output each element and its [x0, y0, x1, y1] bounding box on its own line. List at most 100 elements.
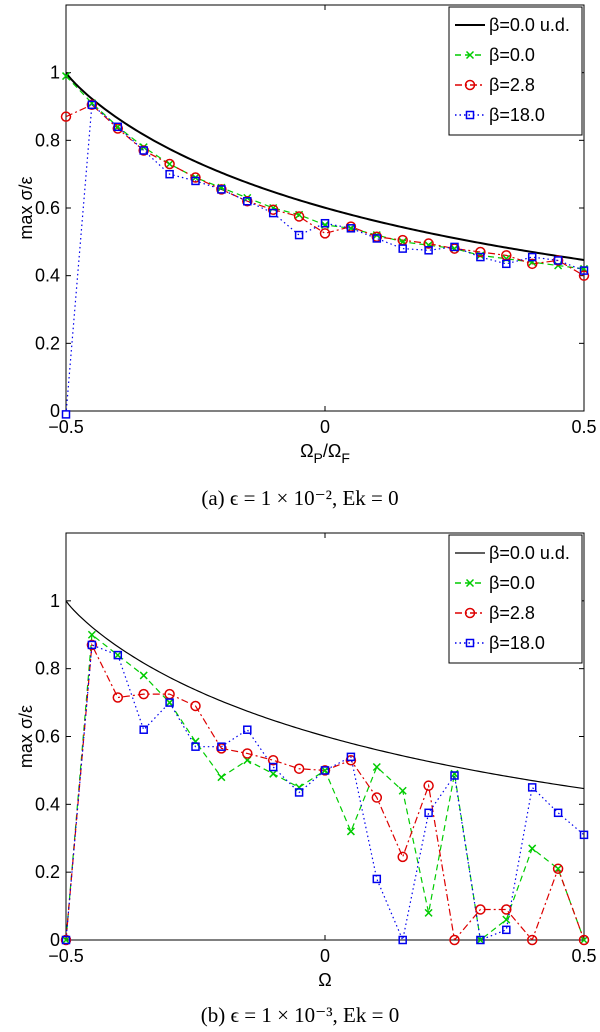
legend: [448, 6, 583, 136]
data-point: [553, 256, 563, 265]
y-tick-label: 0.8: [35, 659, 60, 679]
data-point: [293, 763, 305, 774]
y-tick-label: 1: [50, 591, 60, 611]
y-tick-label: 0.2: [35, 333, 60, 353]
data-point: [243, 196, 252, 206]
y-tick-label: 1: [50, 63, 60, 83]
data-point: [268, 208, 278, 218]
x-tick-label: −0.5: [48, 417, 84, 437]
y-tick-label: 0.8: [35, 130, 60, 150]
caption-b: (b) ϵ = 1 × 10⁻³, Ek = 0: [201, 1003, 399, 1027]
legend-label: β=18.0: [489, 105, 545, 125]
data-point: [61, 410, 71, 419]
data-point: [346, 752, 356, 762]
data-point: [113, 651, 122, 660]
legend-marker: [465, 578, 475, 588]
y-tick-label: 0.4: [35, 266, 60, 286]
data-point: [86, 639, 98, 651]
data-point: [502, 925, 511, 935]
data-point: [502, 259, 511, 269]
data-point: [527, 783, 537, 792]
data-point: [86, 99, 98, 111]
data-point: [165, 169, 174, 179]
data-point: [552, 255, 564, 266]
data-point: [190, 700, 201, 712]
x-tick-label: 0.5: [571, 417, 596, 437]
data-point: [242, 748, 253, 759]
legend-label: β=0.0: [489, 573, 535, 593]
data-point: [398, 786, 407, 795]
data-point: [165, 698, 174, 707]
data-point: [553, 808, 563, 818]
data-point: [346, 224, 356, 233]
data-point: [424, 908, 433, 917]
data-point: [476, 935, 485, 945]
data-point: [579, 266, 589, 275]
data-point: [164, 158, 175, 170]
data-point: [217, 742, 226, 751]
data-point: [165, 159, 174, 169]
y-axis-label: max σ/ε: [16, 705, 36, 768]
data-point: [579, 830, 589, 840]
y-tick-label: 0.6: [35, 198, 60, 218]
data-point: [476, 252, 485, 262]
data-point: [319, 228, 331, 239]
legend-label: β=0.0 u.d.: [489, 15, 570, 35]
data-point: [423, 780, 434, 791]
legend: [448, 534, 583, 664]
data-point: [579, 935, 589, 945]
data-point: [87, 630, 96, 639]
data-point: [552, 863, 564, 875]
legend-label: β=0.0: [489, 45, 535, 65]
data-point: [165, 698, 174, 707]
legend-label: β=2.8: [489, 603, 535, 623]
data-point: [113, 650, 123, 660]
data-point: [112, 692, 124, 703]
data-point: [476, 935, 485, 945]
data-point: [293, 211, 305, 222]
series-line-2: [66, 104, 584, 277]
legend-marker: [465, 110, 475, 120]
data-point: [217, 773, 226, 782]
data-point: [139, 671, 148, 680]
data-point: [217, 185, 226, 194]
y-tick-label: 0: [50, 930, 60, 950]
data-point: [267, 204, 279, 215]
data-point: [578, 934, 590, 946]
data-point: [319, 765, 331, 776]
data-point: [501, 904, 512, 915]
y-tick-label: 0: [50, 401, 60, 421]
data-point: [61, 935, 71, 945]
series-line-theory: [66, 600, 584, 790]
data-point: [216, 184, 227, 195]
legend-marker: [464, 607, 476, 619]
x-tick-label: −0.5: [48, 946, 84, 966]
legend-marker: [465, 50, 475, 60]
legend-marker: [464, 79, 476, 91]
series-line-theory: [66, 72, 584, 261]
data-point: [450, 771, 459, 780]
data-point: [138, 688, 149, 700]
data-point: [372, 234, 382, 243]
data-point: [502, 254, 511, 263]
y-axis-label: max σ/ε: [16, 176, 36, 239]
legend-marker: [465, 638, 475, 648]
data-point: [475, 904, 486, 915]
data-point: [320, 218, 330, 228]
data-point: [191, 742, 200, 751]
data-point: [528, 844, 537, 853]
data-point: [269, 769, 278, 778]
legend-label: β=2.8: [489, 75, 535, 95]
x-tick-label: 0.5: [571, 946, 596, 966]
data-point: [190, 172, 201, 183]
data-point: [268, 762, 278, 772]
data-point: [372, 874, 382, 884]
data-point: [346, 827, 355, 836]
legend-label: β=18.0: [489, 633, 545, 653]
data-point: [371, 792, 383, 803]
data-point: [320, 766, 330, 775]
data-point: [113, 122, 123, 132]
data-point: [87, 100, 97, 110]
data-point: [61, 72, 71, 81]
